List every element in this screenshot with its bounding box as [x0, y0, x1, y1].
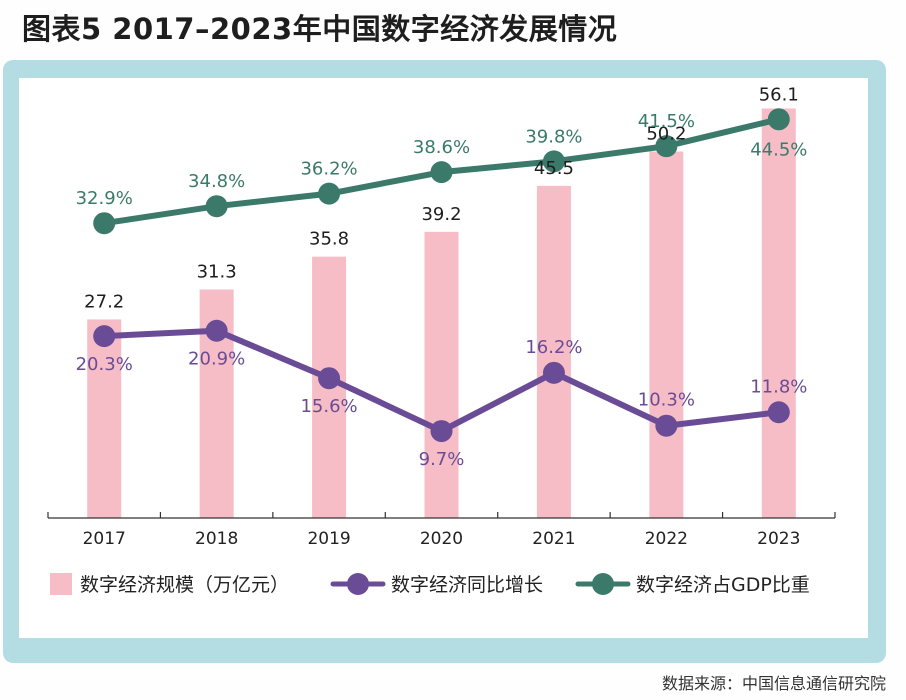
gdp-share-point-2021 — [542, 150, 565, 173]
x-tick-label-2018: 2018 — [195, 529, 238, 549]
legend-swatch-bar — [50, 573, 72, 595]
growth-label-2019: 15.6% — [300, 396, 357, 417]
growth-label-2020: 9.7% — [419, 449, 465, 470]
bar-2017 — [87, 319, 122, 518]
bar-label-2023: 56.1 — [759, 84, 799, 105]
gdp-share-point-2018 — [205, 195, 228, 218]
legend-swatch-growth-marker — [347, 573, 369, 595]
growth-point-2021 — [542, 361, 565, 384]
figure-title: 图表5 2017–2023年中国数字经济发展情况 — [22, 12, 618, 46]
lines-group — [93, 108, 790, 443]
growth-point-2023 — [767, 401, 790, 424]
growth-point-2022 — [655, 414, 678, 437]
legend: 数字经济规模（万亿元） 数字经济同比增长 数字经济占GDP比重 — [50, 573, 810, 596]
legend-swatch-gdp-share-marker — [592, 573, 614, 595]
bar-label-2019: 35.8 — [309, 229, 349, 250]
gdp-share-label-2019: 36.2% — [300, 159, 357, 180]
gdp-share-point-2023 — [767, 108, 790, 131]
labels-group: 27.2 31.3 35.8 39.2 45.5 50.2 56.1 32.9% 34.8% 36… — [76, 84, 808, 470]
bar-2020 — [424, 231, 459, 518]
growth-label-2017: 20.3% — [76, 354, 133, 375]
bar-label-2018: 31.3 — [197, 262, 237, 283]
bar-2023 — [761, 108, 796, 518]
growth-point-2019 — [318, 367, 341, 390]
gdp-share-label-2017: 32.9% — [76, 188, 133, 209]
legend-label-bar: 数字经济规模（万亿元） — [80, 574, 289, 596]
growth-label-2018: 20.9% — [188, 349, 245, 370]
x-tick-label-2019: 2019 — [307, 529, 350, 549]
x-tick-label-2023: 2023 — [757, 529, 800, 549]
growth-point-2020 — [430, 420, 453, 443]
gdp-share-label-2018: 34.8% — [188, 171, 245, 192]
bars-group — [87, 108, 796, 519]
source-note: 数据来源：中国信息通信研究院 — [661, 674, 886, 693]
gdp-share-point-2022 — [655, 135, 678, 158]
x-tick-label-2021: 2021 — [532, 529, 575, 549]
growth-label-2022: 10.3% — [638, 390, 695, 411]
bar-label-2022: 50.2 — [646, 124, 686, 145]
x-tick-label-2022: 2022 — [645, 529, 688, 549]
growth-point-2017 — [93, 325, 116, 348]
growth-point-2018 — [205, 319, 228, 342]
bar-2022 — [649, 151, 684, 519]
growth-label-2021: 16.2% — [525, 337, 582, 358]
bar-label-2020: 39.2 — [421, 204, 461, 225]
bar-label-2021: 45.5 — [534, 158, 574, 179]
gdp-share-label-2023: 44.5% — [750, 139, 807, 160]
gdp-share-label-2020: 38.6% — [413, 137, 470, 158]
x-tick-label-2020: 2020 — [420, 529, 463, 549]
gdp-share-label-2022: 41.5% — [638, 111, 695, 132]
gdp-share-point-2019 — [318, 182, 341, 205]
x-tick-label-2017: 2017 — [83, 529, 126, 549]
legend-label-gdp-share: 数字经济占GDP比重 — [636, 574, 810, 596]
gdp-share-point-2020 — [430, 161, 453, 184]
growth-label-2023: 11.8% — [750, 376, 807, 397]
bar-label-2017: 27.2 — [84, 291, 124, 312]
legend-label-growth: 数字经济同比增长 — [391, 574, 543, 596]
gdp-share-label-2021: 39.8% — [525, 126, 582, 147]
bar-2021 — [536, 185, 571, 518]
x-axis: 2017 2018 2019 2020 2021 2022 2023 — [47, 512, 836, 549]
gdp-share-point-2017 — [93, 212, 116, 235]
